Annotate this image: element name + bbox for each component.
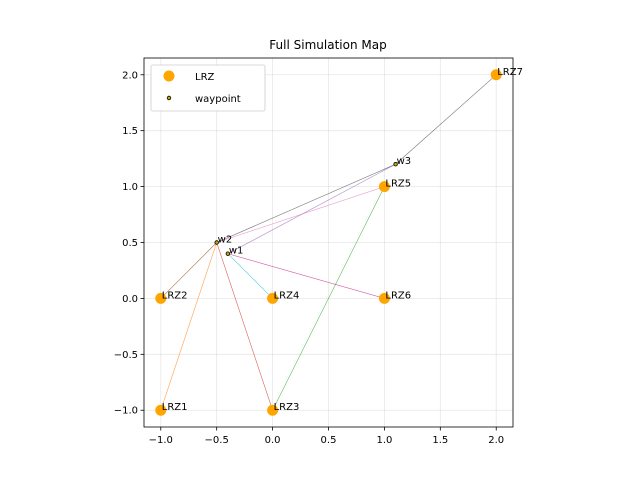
point-label: w3 [397,156,412,167]
legend: LRZ waypoint [150,64,266,112]
x-tick-label: 0.5 [321,435,337,446]
waypoint-point [214,240,219,245]
x-tick-label: 1.0 [376,435,392,446]
path-line [227,253,273,299]
lrz-point [155,292,167,304]
legend-lrz-label: LRZ [195,72,215,83]
point-label: w2 [218,235,233,246]
point-label: w1 [229,246,244,257]
point-label: LRZ6 [385,290,411,301]
y-tick-label: 1.5 [122,126,138,137]
data-points [155,69,502,416]
path-line [272,186,385,411]
x-tick-label: 1.5 [432,435,448,446]
legend-waypoint-marker [166,95,172,101]
y-tick-label: −1.0 [114,406,138,417]
y-tick-label: 1.0 [122,182,138,193]
y-tick-label: 0.5 [122,238,138,249]
legend-waypoint-label: waypoint [195,94,241,105]
path-line [216,242,273,411]
lrz-point [490,69,502,81]
point-label: LRZ1 [162,402,188,413]
x-tick-label: 0.0 [265,435,281,446]
x-tick-label: −1.0 [149,435,173,446]
path-line [160,242,217,299]
lrz-point [155,404,167,416]
chart-title: Full Simulation Map [269,38,386,52]
waypoint-point [393,162,398,167]
path-line [227,253,385,299]
axis-ticks: −1.0 −0.5 0.0 0.5 1.0 1.5 2.0 −1.0 −0.5 0.0 0.5 1.0… [114,70,504,446]
point-label: LRZ4 [274,290,300,301]
x-tick-label: 2.0 [488,435,504,446]
path-line [160,242,217,411]
lrz-point [378,181,390,193]
point-label: LRZ2 [162,290,188,301]
path-line [216,186,385,243]
point-label: LRZ5 [385,179,411,190]
legend-box [150,64,266,112]
lrz-point [378,292,390,304]
point-label: LRZ3 [274,402,300,413]
grid [144,58,513,427]
legend-lrz-marker [163,70,175,82]
lrz-point [267,292,279,304]
y-tick-label: −0.5 [114,350,138,361]
lrz-point [267,404,279,416]
point-label: LRZ7 [497,67,523,78]
y-tick-label: 0.0 [122,294,138,305]
path-line [227,163,396,254]
x-tick-label: −0.5 [205,435,229,446]
y-tick-label: 2.0 [122,70,138,81]
waypoint-point [225,251,231,256]
